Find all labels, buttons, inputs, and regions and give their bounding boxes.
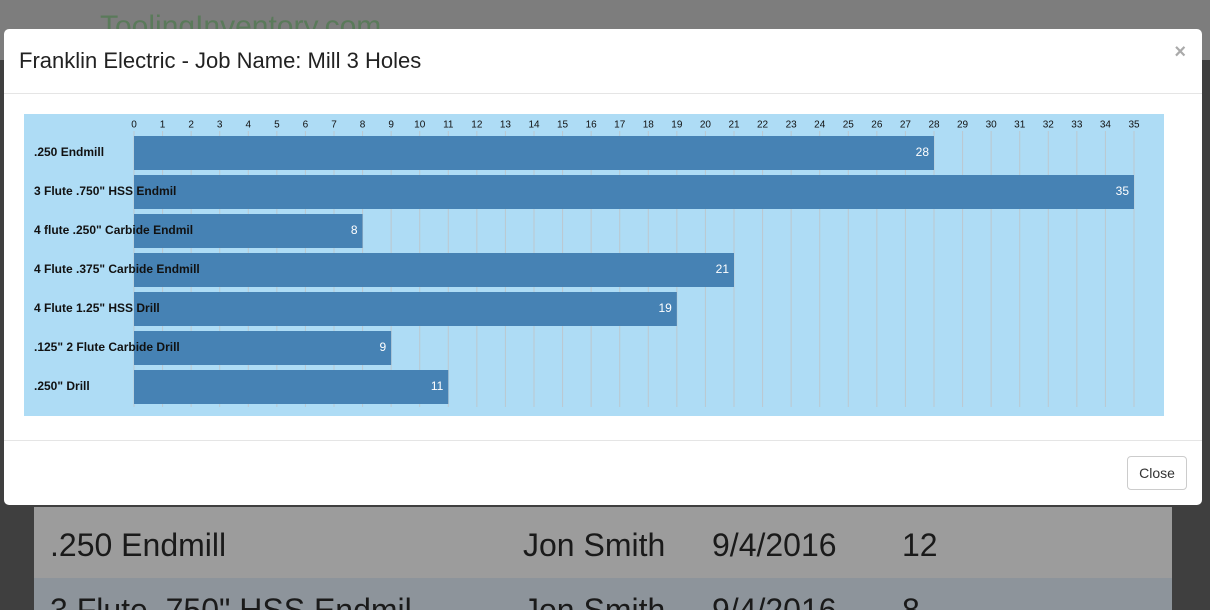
x-tick-label: 14 bbox=[528, 120, 540, 131]
close-icon[interactable]: × bbox=[1174, 41, 1186, 63]
x-tick-label: 28 bbox=[928, 120, 940, 131]
bar bbox=[134, 253, 734, 287]
x-tick-label: 6 bbox=[303, 120, 309, 131]
x-tick-label: 20 bbox=[700, 120, 712, 131]
x-tick-label: 22 bbox=[757, 120, 769, 131]
cell: 9/4/2016 bbox=[712, 527, 837, 563]
bar bbox=[134, 136, 934, 170]
x-tick-label: 18 bbox=[643, 120, 655, 131]
x-tick-label: 3 bbox=[217, 120, 223, 131]
x-tick-label: 8 bbox=[360, 120, 366, 131]
x-tick-label: 19 bbox=[671, 120, 683, 131]
y-tick-label: 4 Flute 1.25" HSS Drill bbox=[34, 301, 160, 315]
close-button[interactable]: Close bbox=[1127, 456, 1187, 490]
cell: Jon Smith bbox=[523, 527, 666, 563]
modal: Franklin Electric - Job Name: Mill 3 Hol… bbox=[4, 29, 1202, 505]
value-label: 8 bbox=[351, 223, 358, 237]
x-tick-label: 0 bbox=[131, 120, 137, 131]
y-tick-label: .250 Endmill bbox=[34, 145, 104, 159]
x-tick-label: 10 bbox=[414, 120, 426, 131]
cell: 8 bbox=[902, 592, 920, 610]
x-tick-label: 5 bbox=[274, 120, 280, 131]
x-tick-label: 2 bbox=[188, 120, 194, 131]
x-tick-label: 16 bbox=[586, 120, 598, 131]
modal-title: Franklin Electric - Job Name: Mill 3 Hol… bbox=[19, 48, 422, 73]
x-tick-label: 32 bbox=[1043, 120, 1055, 131]
x-tick-label: 35 bbox=[1128, 120, 1140, 131]
x-tick-label: 26 bbox=[871, 120, 883, 131]
divider bbox=[4, 93, 1202, 94]
x-tick-label: 21 bbox=[728, 120, 740, 131]
cell: 3 Flute .750" HSS Endmil bbox=[50, 592, 412, 610]
y-tick-label: 4 flute .250" Carbide Endmil bbox=[34, 223, 193, 237]
y-tick-label: 4 Flute .375" Carbide Endmill bbox=[34, 262, 200, 276]
bar bbox=[134, 175, 1134, 209]
y-tick-label: 3 Flute .750" HSS Endmil bbox=[34, 184, 176, 198]
table-row: .250 Endmill Jon Smith 9/4/2016 12 bbox=[34, 507, 1172, 578]
x-tick-label: 30 bbox=[986, 120, 998, 131]
x-tick-label: 13 bbox=[500, 120, 512, 131]
x-tick-label: 7 bbox=[331, 120, 337, 131]
value-label: 28 bbox=[916, 145, 930, 159]
x-tick-label: 15 bbox=[557, 120, 569, 131]
bar bbox=[134, 292, 677, 326]
value-label: 19 bbox=[658, 301, 672, 315]
x-tick-label: 9 bbox=[388, 120, 394, 131]
x-tick-label: 23 bbox=[786, 120, 798, 131]
x-tick-label: 12 bbox=[471, 120, 483, 131]
value-label: 21 bbox=[716, 262, 730, 276]
bar bbox=[134, 370, 449, 404]
value-label: 11 bbox=[431, 379, 444, 393]
x-tick-label: 31 bbox=[1014, 120, 1026, 131]
x-tick-label: 1 bbox=[160, 120, 166, 131]
table-row: 3 Flute .750" HSS Endmil Jon Smith 9/4/2… bbox=[34, 578, 1172, 610]
value-label: 9 bbox=[379, 340, 386, 354]
cell: 9/4/2016 bbox=[712, 592, 837, 610]
x-tick-label: 25 bbox=[843, 120, 855, 131]
bar bbox=[134, 331, 392, 365]
bar bbox=[134, 214, 363, 248]
y-tick-label: .250" Drill bbox=[34, 379, 90, 393]
value-label: 35 bbox=[1116, 184, 1130, 198]
chart: 0 1 2 3 4 5 6 7 8 9 10 11 12 13 14 15 16 17 18 19 20 21 22 23 24… bbox=[24, 114, 1164, 416]
x-tick-label: 11 bbox=[443, 120, 454, 131]
x-tick-label: 24 bbox=[814, 120, 826, 131]
x-tick-label: 27 bbox=[900, 120, 912, 131]
x-tick-label: 17 bbox=[614, 120, 626, 131]
cell: Jon Smith bbox=[523, 592, 666, 610]
y-tick-label: .125" 2 Flute Carbide Drill bbox=[34, 340, 180, 354]
x-tick-label: 33 bbox=[1071, 120, 1083, 131]
x-tick-label: 29 bbox=[957, 120, 969, 131]
cell: .250 Endmill bbox=[50, 527, 227, 563]
x-tick-label: 34 bbox=[1100, 120, 1112, 131]
divider bbox=[4, 440, 1202, 441]
x-tick-label: 4 bbox=[246, 120, 252, 131]
cell: 12 bbox=[902, 527, 938, 563]
